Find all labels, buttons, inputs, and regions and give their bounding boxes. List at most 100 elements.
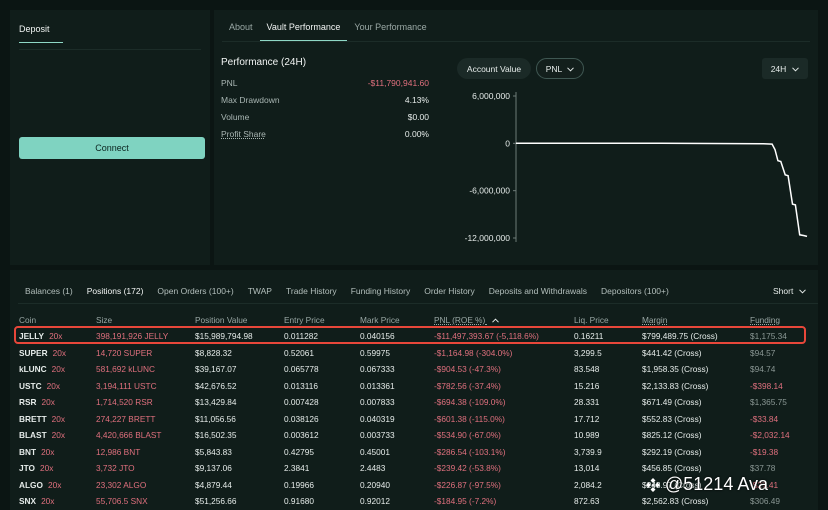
main-tabs: About Vault Performance Your Performance	[222, 22, 434, 41]
cell-coin[interactable]: BLAST 20x	[19, 430, 65, 440]
column-header-margin[interactable]: Margin	[642, 315, 668, 325]
cell-entry-price: 0.42795	[284, 446, 314, 457]
range-select[interactable]: 24H	[762, 58, 808, 79]
cell-margin: $292.19 (Cross)	[642, 446, 702, 457]
tab-deposit[interactable]: Deposit	[19, 24, 63, 43]
tab-order-history[interactable]: Order History	[424, 286, 475, 296]
column-header-entry-price[interactable]: Entry Price	[284, 315, 325, 325]
cell-margin: $243.97 (Cross)	[642, 479, 702, 490]
cell-funding: $94.57	[750, 347, 776, 358]
cell-coin[interactable]: USTC 20x	[19, 381, 60, 391]
account-value-button[interactable]: Account Value	[457, 58, 531, 79]
tab-about[interactable]: About	[229, 22, 253, 32]
cell-coin[interactable]: ALGO 20x	[19, 480, 61, 490]
cell-liq-price: 83.548	[574, 364, 600, 374]
cell-coin[interactable]: SNX 20x	[19, 496, 54, 506]
tab-depositors[interactable]: Depositors (100+)	[601, 286, 669, 296]
coin-name: SNX	[19, 496, 37, 506]
cell-position-value: $39,167.07	[195, 364, 237, 374]
stat-max-drawdown: Max Drawdown 4.13%	[221, 95, 429, 105]
column-header-funding[interactable]: Funding	[750, 315, 780, 325]
column-header-pnl[interactable]: PNL (ROE %)	[434, 315, 499, 325]
chevron-up-icon	[491, 318, 499, 323]
cell-pnl: -$239.42 (-53.8%)	[434, 463, 501, 473]
watermark-text: @51214 Ava	[665, 474, 769, 494]
cell-coin[interactable]: JELLY 20x	[19, 331, 62, 341]
stat-label[interactable]: Profit Share	[221, 129, 266, 139]
cell-liq-price: 15.216	[574, 380, 600, 391]
chevron-down-icon	[792, 64, 800, 74]
cell-entry-price: 0.007428	[284, 397, 319, 407]
cell-margin: $2,133.83 (Cross)	[642, 380, 709, 391]
cell-mark-price: 0.040156	[360, 331, 395, 341]
stat-value: 4.13%	[404, 95, 429, 105]
tab-your-performance[interactable]: Your Performance	[354, 22, 427, 32]
coin-name: ALGO	[19, 479, 43, 490]
cell-size: 581,692 kLUNC	[96, 364, 156, 374]
column-header-position-value[interactable]: Position Value	[195, 315, 248, 325]
pnl-select[interactable]: PNL	[536, 58, 584, 79]
table-row[interactable]: JTO 20x 3,732 JTO $9,137.06 2.3841 2.4483 -$23…	[10, 463, 818, 477]
cell-mark-price: 0.040319	[360, 413, 395, 424]
column-header-liq-price[interactable]: Liq. Price	[574, 315, 609, 325]
cell-mark-price: 0.003733	[360, 430, 395, 440]
table-row[interactable]: USTC 20x 3,194,111 USTC $42,676.52 0.013116 0…	[10, 381, 818, 395]
cell-funding: -$398.14	[750, 380, 783, 391]
leverage-badge: 20x	[41, 496, 55, 506]
table-row[interactable]: JELLY 20x 398,191,926 JELLY $15,989,794.98 0…	[10, 331, 818, 345]
tab-trade-history[interactable]: Trade History	[285, 286, 337, 296]
cell-liq-price: 2,084.2	[574, 479, 602, 490]
cell-coin[interactable]: RSR 20x	[19, 397, 55, 407]
cell-coin[interactable]: JTO 20x	[19, 463, 53, 473]
table-row[interactable]: BRETT 20x 274,227 BRETT $11,056.56 0.038126 0…	[10, 414, 818, 428]
cell-pnl: -$1,164.98 (-304.0%)	[434, 347, 513, 358]
coin-name: RSR	[19, 397, 37, 407]
stat-value: $0.00	[407, 112, 429, 122]
column-header-mark-price[interactable]: Mark Price	[360, 315, 400, 325]
cell-position-value: $42,676.52	[195, 380, 237, 391]
sort-select[interactable]: Short	[773, 286, 807, 296]
y-tick-label: -12,000,000	[465, 233, 511, 243]
divider	[19, 49, 201, 50]
cell-margin: $456.85 (Cross)	[642, 463, 702, 473]
table-row[interactable]: ALGO 20x 23,302 ALGO $4,879.44 0.19966 0.2094…	[10, 480, 818, 494]
tab-balances[interactable]: Balances (1)	[25, 286, 73, 296]
range-select-label: 24H	[770, 63, 787, 74]
pnl-series-line	[516, 142, 808, 238]
cell-liq-price: 3,299.5	[574, 347, 602, 358]
table-row[interactable]: BNT 20x 12,986 BNT $5,843.83 0.42795 0.45001 -…	[10, 447, 818, 461]
tab-funding-history[interactable]: Funding History	[350, 286, 411, 296]
tab-deposits-withdrawals[interactable]: Deposits and Withdrawals	[488, 286, 588, 296]
cell-coin[interactable]: SUPER 20x	[19, 348, 66, 358]
cell-coin[interactable]: kLUNC 20x	[19, 364, 65, 374]
column-header-size[interactable]: Size	[96, 315, 113, 325]
cell-coin[interactable]: BNT 20x	[19, 447, 54, 457]
cell-liq-price: 0.16211	[574, 331, 604, 341]
divider	[18, 303, 818, 304]
table-row[interactable]: SUPER 20x 14,720 SUPER $8,828.32 0.52061 0.59…	[10, 348, 818, 362]
table-row[interactable]: BLAST 20x 4,420,666 BLAST $16,502.35 0.00361…	[10, 430, 818, 444]
tab-positions[interactable]: Positions (172)	[79, 286, 151, 304]
cell-entry-price: 0.013116	[284, 380, 318, 391]
column-header-coin[interactable]: Coin	[19, 315, 37, 325]
cell-margin: $825.12 (Cross)	[642, 430, 702, 440]
bottom-tabs: Balances (1) Positions (172) Open Orders…	[18, 286, 676, 304]
cell-position-value: $15,989,794.98	[195, 331, 253, 341]
stat-value: 0.00%	[404, 129, 429, 139]
cell-mark-price: 0.007833	[360, 397, 395, 407]
tab-open-orders[interactable]: Open Orders (100+)	[157, 286, 234, 296]
cell-coin[interactable]: BRETT 20x	[19, 414, 65, 424]
tab-vault-performance[interactable]: Vault Performance	[259, 22, 348, 41]
cell-funding: -$19.38	[750, 446, 779, 457]
cell-pnl: -$184.95 (-7.2%)	[434, 496, 497, 506]
table-row[interactable]: RSR 20x 1,714,520 RSR $13,429.84 0.007428 0.0…	[10, 397, 818, 411]
highlight-box	[14, 326, 806, 344]
tab-twap[interactable]: TWAP	[247, 286, 272, 296]
table-row[interactable]: SNX 20x 55,706.5 SNX $51,256.66 0.91680 0.920…	[10, 496, 818, 510]
cell-liq-price: 28.331	[574, 397, 600, 407]
deposit-panel: Deposit Connect	[10, 10, 210, 265]
cell-size: 14,720 SUPER	[96, 347, 153, 358]
table-row[interactable]: kLUNC 20x 581,692 kLUNC $39,167.07 0.065778 0…	[10, 364, 818, 378]
connect-button[interactable]: Connect	[19, 137, 205, 159]
cell-size: 4,420,666 BLAST	[96, 430, 162, 440]
